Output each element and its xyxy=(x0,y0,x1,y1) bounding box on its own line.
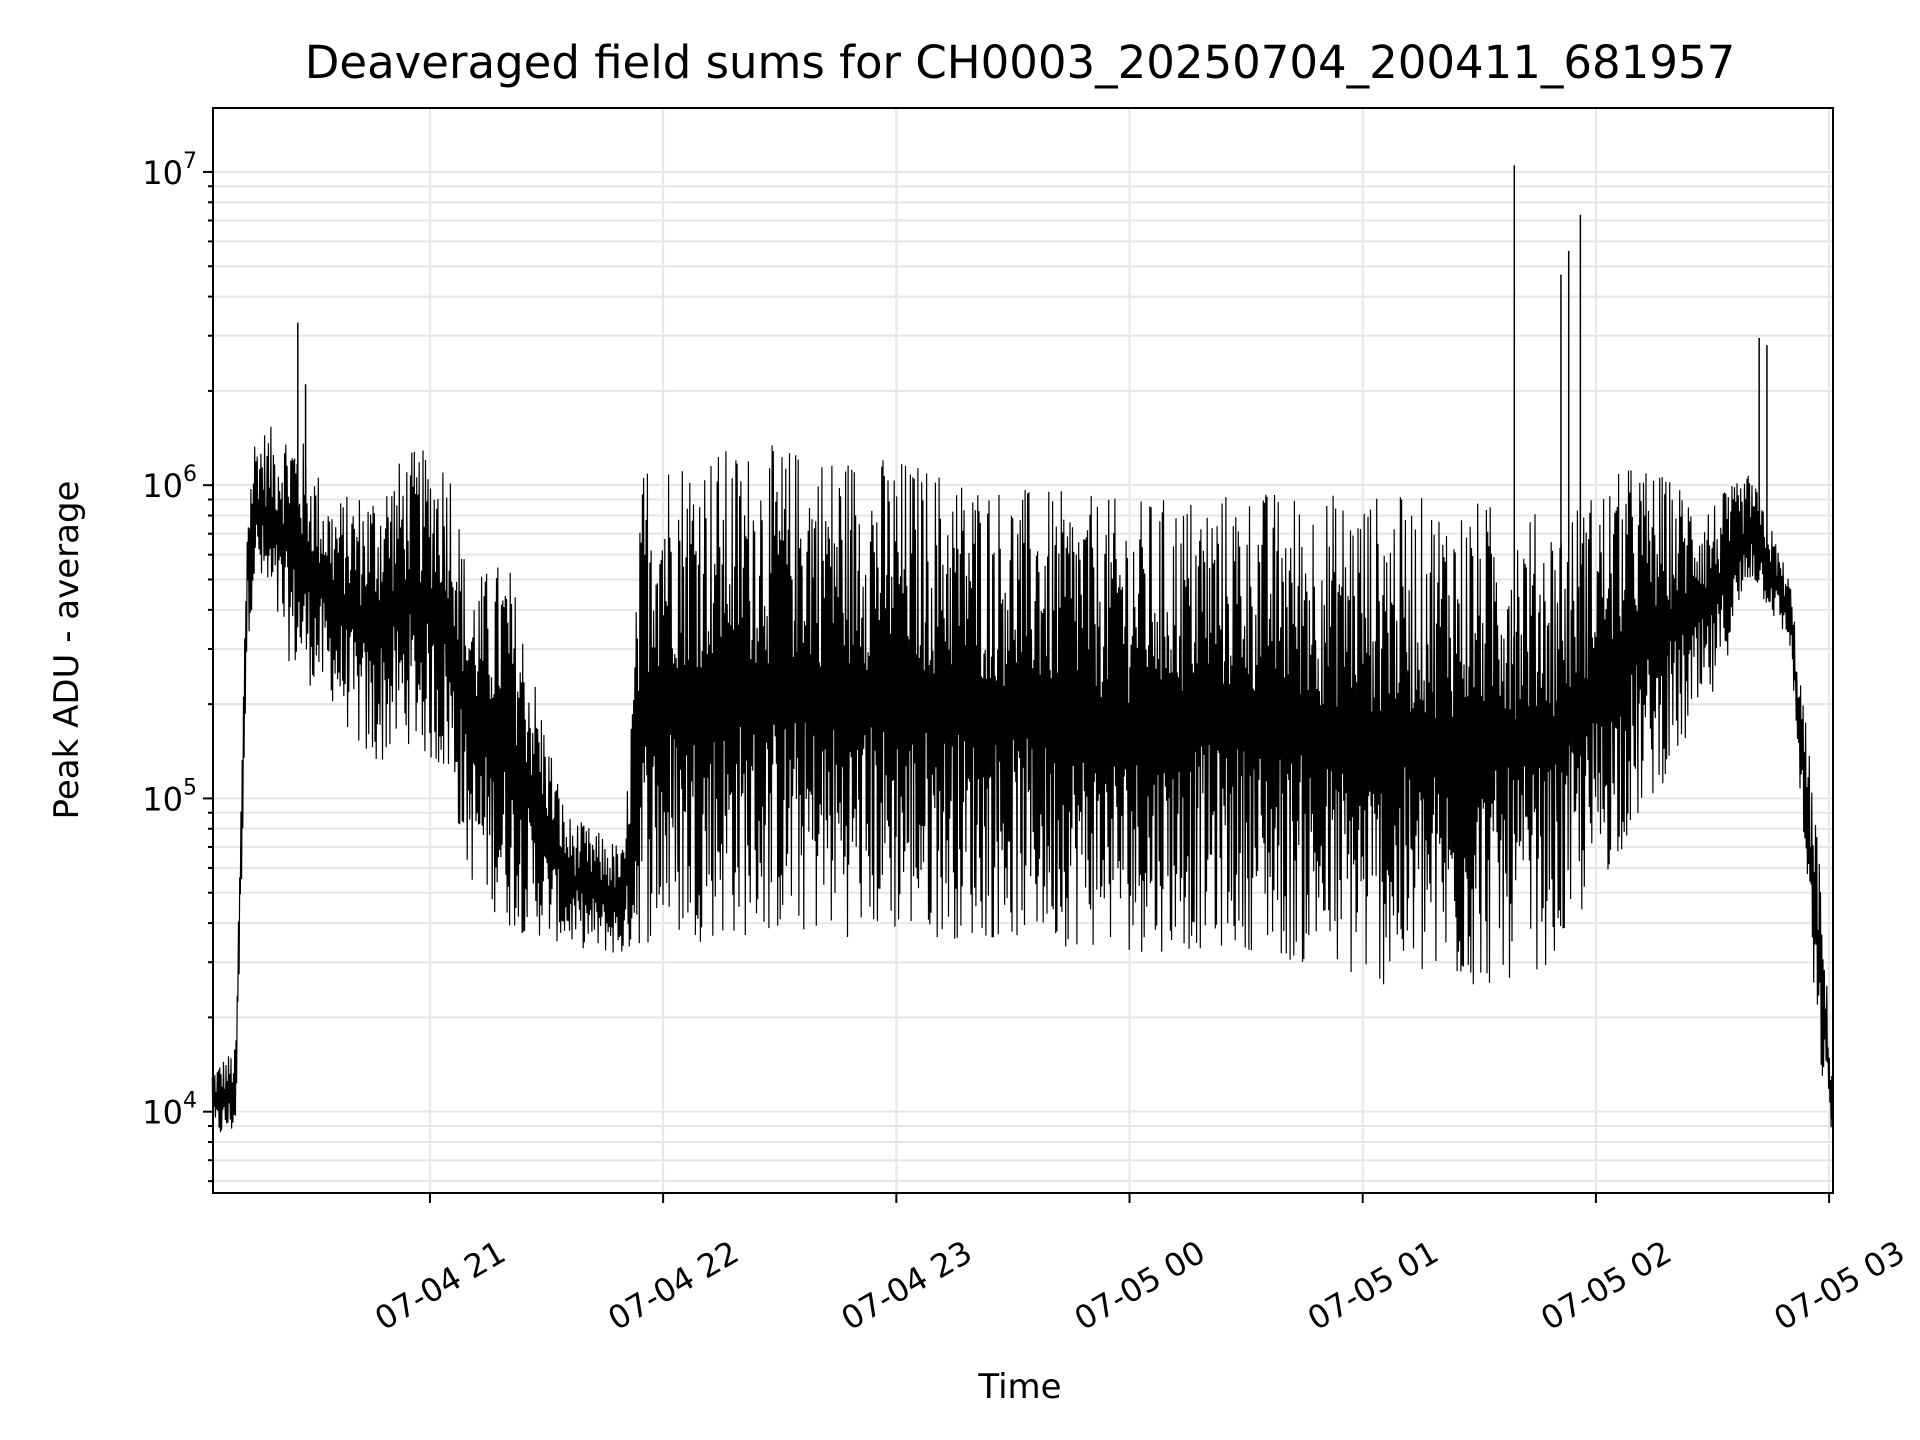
y-tick-label: 104 xyxy=(142,1089,197,1132)
y-axis-label: Peak ADU - average xyxy=(47,481,87,820)
plot-frame xyxy=(212,107,1834,1194)
x-axis-label: Time xyxy=(977,1367,1061,1407)
y-tick-label: 107 xyxy=(142,149,197,192)
y-tick-label: 105 xyxy=(142,775,197,818)
plot-area xyxy=(211,165,1834,1133)
chart-title: Deaveraged field sums for CH0003_2025070… xyxy=(305,36,1735,89)
y-tick-label: 106 xyxy=(142,462,197,505)
y-axis: 104 105 106 107 xyxy=(142,149,213,1183)
series-line xyxy=(211,426,1834,1133)
